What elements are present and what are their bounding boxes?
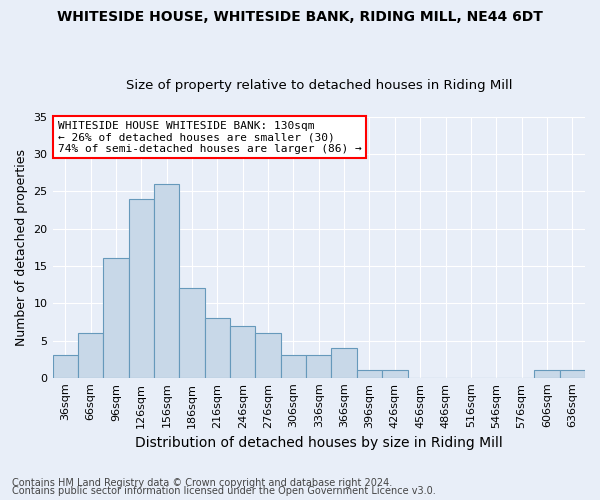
Bar [306,356,331,378]
Bar [560,370,585,378]
Text: Contains public sector information licensed under the Open Government Licence v3: Contains public sector information licen… [12,486,436,496]
Bar [103,258,128,378]
Bar [78,333,103,378]
Text: Contains HM Land Registry data © Crown copyright and database right 2024.: Contains HM Land Registry data © Crown c… [12,478,392,488]
Y-axis label: Number of detached properties: Number of detached properties [15,149,28,346]
Title: Size of property relative to detached houses in Riding Mill: Size of property relative to detached ho… [125,79,512,92]
Bar [256,333,281,378]
Bar [128,199,154,378]
Text: WHITESIDE HOUSE WHITESIDE BANK: 130sqm
← 26% of detached houses are smaller (30): WHITESIDE HOUSE WHITESIDE BANK: 130sqm ←… [58,120,362,154]
Bar [534,370,560,378]
X-axis label: Distribution of detached houses by size in Riding Mill: Distribution of detached houses by size … [135,436,503,450]
Text: WHITESIDE HOUSE, WHITESIDE BANK, RIDING MILL, NE44 6DT: WHITESIDE HOUSE, WHITESIDE BANK, RIDING … [57,10,543,24]
Bar [357,370,382,378]
Bar [179,288,205,378]
Bar [281,356,306,378]
Bar [53,356,78,378]
Bar [230,326,256,378]
Bar [205,318,230,378]
Bar [331,348,357,378]
Bar [382,370,407,378]
Bar [154,184,179,378]
